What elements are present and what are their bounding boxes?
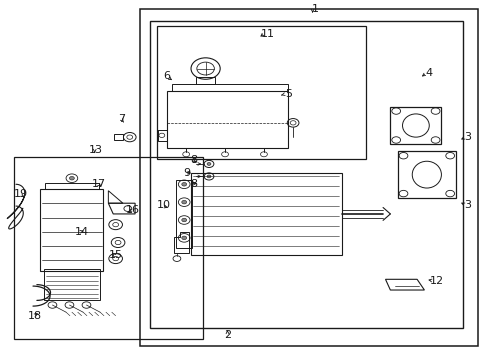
Bar: [149, 21, 462, 328]
Text: 7: 7: [118, 114, 125, 124]
Text: 10: 10: [157, 200, 171, 210]
Bar: [389, 107, 441, 144]
Text: 11: 11: [260, 28, 274, 39]
Text: 16: 16: [125, 205, 140, 215]
Text: 6: 6: [163, 71, 170, 81]
Bar: [176, 180, 192, 248]
Text: 18: 18: [27, 311, 41, 321]
Text: 3: 3: [464, 132, 471, 142]
Bar: [166, 91, 287, 148]
Circle shape: [182, 218, 186, 222]
Text: 4: 4: [425, 68, 432, 78]
Text: 5: 5: [284, 89, 291, 99]
Text: 14: 14: [74, 227, 88, 237]
Text: 15: 15: [108, 250, 122, 260]
Text: 1: 1: [311, 4, 318, 14]
Text: 3: 3: [464, 200, 471, 210]
Text: 2: 2: [224, 330, 230, 341]
Circle shape: [182, 201, 186, 204]
Bar: [140, 9, 477, 346]
Bar: [196, 77, 215, 84]
Text: 17: 17: [91, 179, 105, 189]
Text: 8: 8: [189, 179, 197, 189]
Bar: [191, 173, 341, 255]
Bar: [397, 152, 455, 198]
Circle shape: [206, 162, 210, 165]
Text: 13: 13: [89, 145, 103, 155]
Bar: [157, 26, 366, 158]
Bar: [44, 269, 100, 300]
Bar: [40, 189, 103, 271]
Circle shape: [182, 236, 186, 240]
Bar: [45, 183, 99, 189]
Text: 12: 12: [428, 276, 443, 286]
Circle shape: [69, 176, 74, 180]
Bar: [14, 157, 203, 339]
Circle shape: [182, 183, 186, 186]
Bar: [171, 84, 287, 91]
Text: 8: 8: [189, 156, 197, 165]
Text: 9: 9: [183, 168, 190, 178]
Text: 19: 19: [14, 189, 28, 199]
Circle shape: [206, 175, 210, 178]
